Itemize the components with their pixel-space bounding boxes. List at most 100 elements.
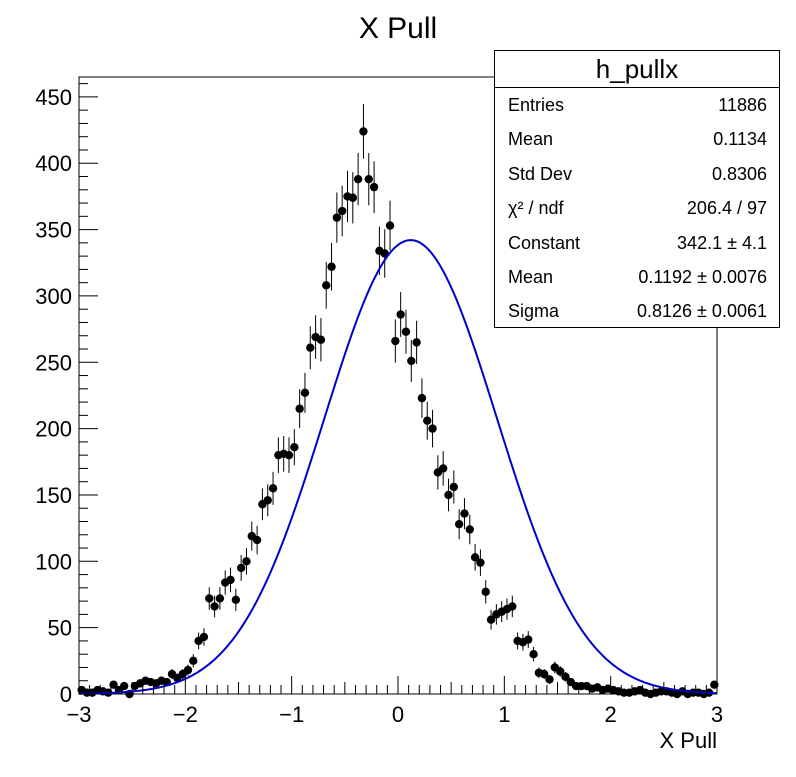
data-point (369, 182, 379, 192)
x-tick-label: −3 (66, 702, 91, 727)
data-point (486, 615, 496, 624)
data-point (454, 519, 464, 529)
data-point (322, 281, 331, 290)
data-point (524, 635, 533, 644)
x-tick-label: −2 (173, 702, 198, 727)
data-point (231, 595, 241, 604)
data-point (109, 680, 118, 689)
data-point (199, 632, 209, 642)
stats-row-fit-mean: Mean 0.1192 ± 0.0076 (495, 260, 779, 294)
data-point (236, 563, 246, 573)
data-point (205, 594, 214, 603)
data-point (348, 193, 358, 202)
stats-title: h_pullx (495, 51, 779, 88)
data-point (508, 602, 517, 611)
x-tick-label: 0 (392, 702, 404, 727)
data-point (327, 262, 336, 271)
data-point (540, 669, 549, 679)
data-point (428, 424, 437, 433)
data-point (449, 482, 459, 492)
y-tick-label: 350 (35, 218, 72, 243)
data-point (476, 558, 485, 567)
axes: −3 −2 −1 0 1 2 3 0 50 100 150 200 250 300 350 400 450 (35, 83, 723, 727)
stats-value: 0.8306 (711, 163, 767, 184)
data-point (337, 206, 347, 216)
data-point (465, 525, 474, 534)
data-point (189, 656, 198, 666)
data-point (290, 443, 299, 452)
data-point (252, 535, 262, 545)
stats-value: 206.4 / 97 (686, 198, 767, 219)
stats-label: χ² / ndf (508, 198, 564, 219)
y-tick-label: 100 (35, 549, 72, 574)
data-point (226, 575, 235, 585)
data-point (119, 681, 129, 691)
stats-label: Sigma (508, 301, 560, 322)
data-point (423, 416, 432, 425)
stats-label: Mean (508, 129, 554, 150)
data-point (364, 174, 373, 184)
stats-value: 0.1192 ± 0.0076 (638, 266, 767, 287)
data-point (561, 672, 570, 681)
data-point (183, 665, 193, 675)
stats-row-entries: Entries 11886 (495, 88, 779, 122)
stats-row-constant: Constant 342.1 ± 4.1 (495, 226, 779, 260)
data-point (353, 174, 363, 184)
y-tick-label: 250 (35, 350, 72, 375)
stats-row-chi2-ndf: χ² / ndf 206.4 / 97 (495, 191, 779, 225)
data-point (444, 490, 453, 500)
data-point (316, 335, 326, 344)
data-point (438, 464, 448, 473)
stats-label: Entries (508, 95, 565, 115)
y-tick-label: 50 (48, 616, 72, 641)
data-point (710, 680, 719, 689)
stats-row-std-dev: Std Dev 0.8306 (495, 157, 779, 191)
data-point (242, 557, 251, 566)
x-tick-label: 3 (711, 702, 723, 727)
data-point (332, 213, 342, 222)
x-tick-label: 2 (605, 702, 617, 727)
data-point (396, 310, 405, 319)
stats-value: 11886 (718, 95, 767, 115)
data-point (295, 404, 304, 413)
y-tick-label: 300 (35, 284, 72, 309)
stats-value: 0.8126 ± 0.0061 (637, 301, 767, 322)
data-point (481, 587, 490, 597)
stats-value: 342.1 ± 4.1 (677, 232, 767, 253)
data-point (284, 450, 294, 460)
chart-title: X Pull (359, 12, 437, 45)
stats-box: h_pullx Entries 11886 Mean 0.1134 Std De… (494, 50, 780, 328)
data-point (215, 594, 225, 603)
x-axis-label: X Pull (660, 728, 717, 753)
data-point (401, 327, 411, 336)
data-point (385, 221, 395, 230)
data-point (300, 388, 310, 397)
x-tick-label: −1 (279, 702, 304, 727)
data-point (263, 496, 272, 505)
stats-row-mean: Mean 0.1134 (495, 122, 779, 156)
data-point (555, 667, 565, 676)
data-point (407, 356, 416, 366)
y-tick-label: 0 (60, 682, 72, 707)
y-tick-label: 450 (35, 85, 72, 110)
data-point (306, 343, 315, 352)
data-point (210, 602, 219, 611)
stats-value: 0.1134 (713, 129, 767, 150)
y-tick-label: 150 (35, 483, 72, 508)
data-point (268, 484, 278, 493)
data-point (391, 336, 400, 346)
y-tick-label: 200 (35, 417, 72, 442)
data-point (529, 649, 538, 659)
y-tick-label: 400 (35, 151, 72, 176)
stats-label: Constant (508, 232, 581, 253)
data-point (412, 338, 421, 347)
stats-row-sigma: Sigma 0.8126 ± 0.0061 (495, 294, 779, 328)
data-point (460, 509, 469, 518)
stats-label: Mean (508, 266, 554, 287)
data-point (359, 127, 368, 136)
data-point (545, 675, 554, 684)
data-point (417, 393, 427, 403)
x-tick-label: 1 (498, 702, 510, 727)
